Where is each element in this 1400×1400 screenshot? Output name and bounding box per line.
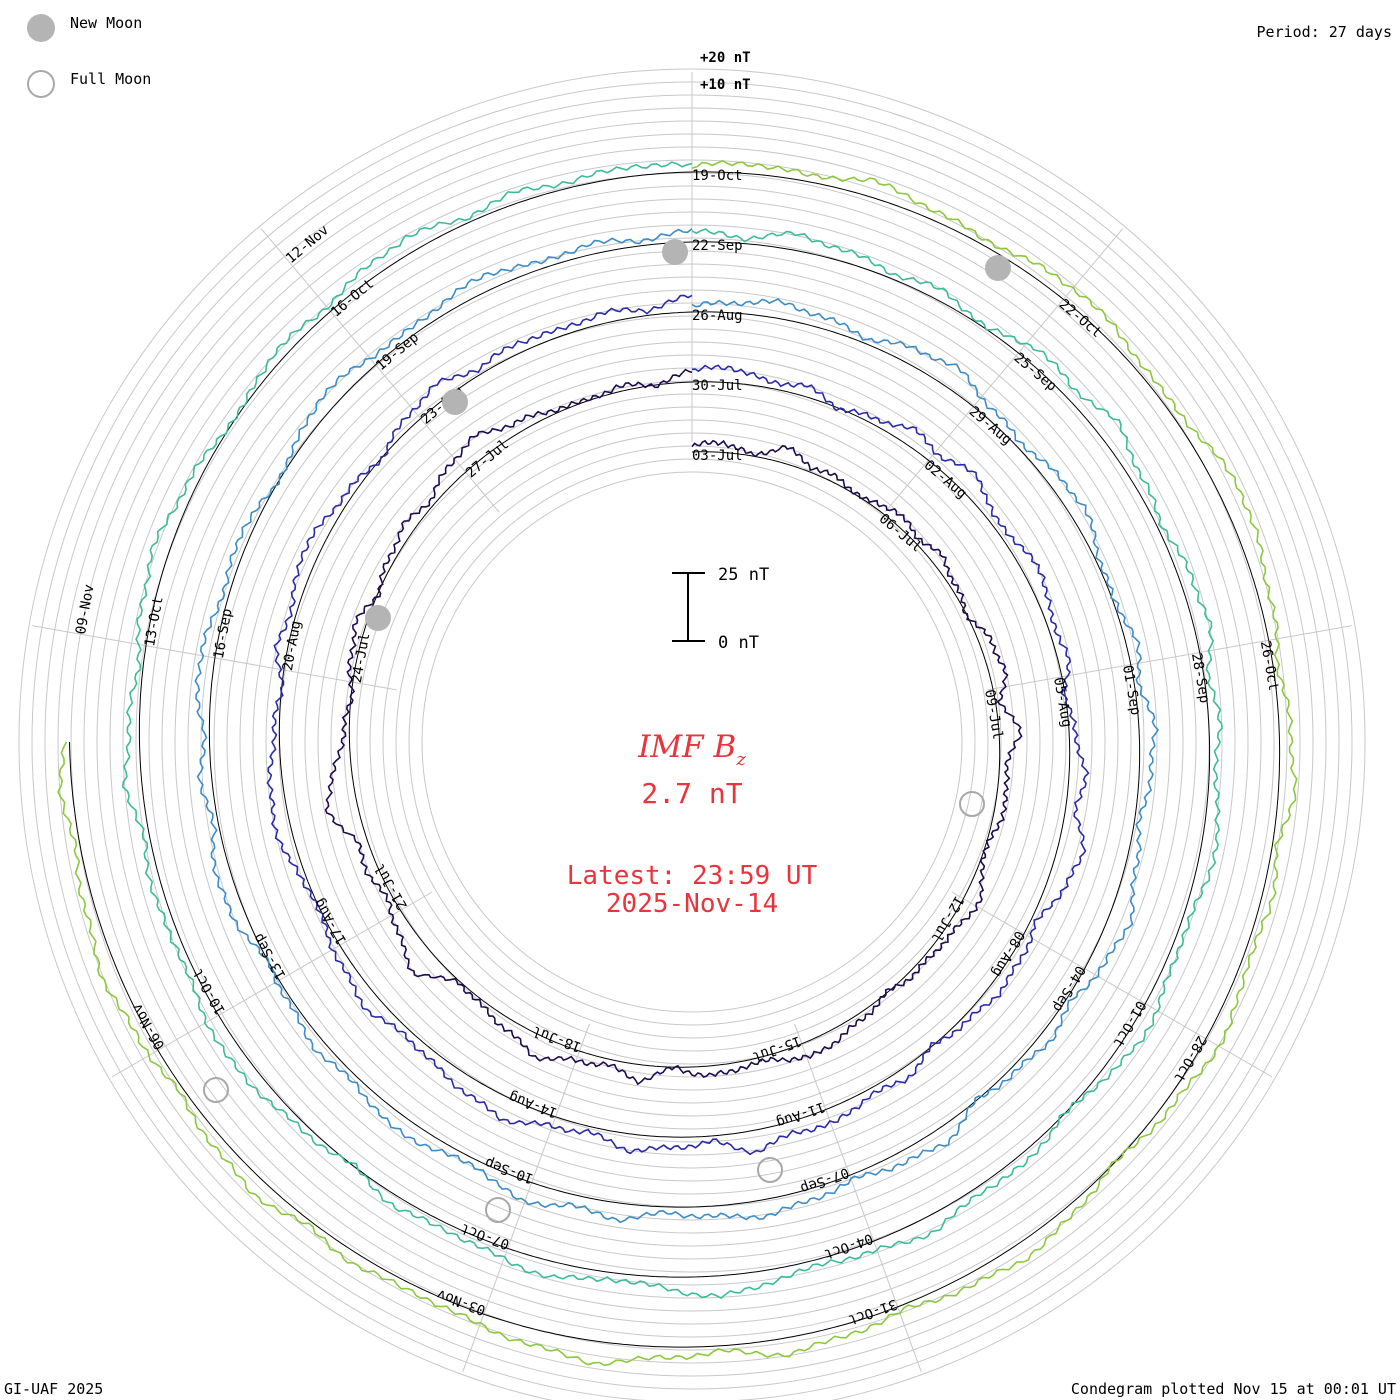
series-line (57, 159, 1298, 1367)
grid-spoke (884, 228, 1124, 513)
center-title-main: IMF B (637, 729, 736, 765)
center-title-sub: z (735, 749, 746, 770)
date-tick-label: 02-Aug (921, 457, 970, 502)
date-tick-label: 19-Oct (692, 168, 743, 184)
center-title: IMF Bz (637, 729, 746, 770)
new-moon-legend-icon (27, 14, 55, 42)
new-moon-legend-label: New Moon (70, 14, 142, 32)
scale-bar-bottom-label: 0 nT (718, 633, 759, 653)
new-moon-icon (985, 255, 1011, 281)
date-tick-label: 22-Sep (692, 238, 743, 254)
grid-spoke (260, 228, 500, 513)
date-tick-label: 14-Aug (507, 1088, 560, 1120)
date-tick-label: 03-Jul (692, 448, 743, 464)
full-moon-icon (203, 1077, 229, 1103)
grid-spoke (462, 1023, 590, 1372)
scale-label-plus20: +20 nT (700, 50, 751, 66)
center-latest: Latest: 23:59 UT (567, 861, 818, 891)
grid-spoke (111, 891, 433, 1078)
new-moon-icon (442, 389, 468, 415)
scale-bar-top-label: 25 nT (718, 565, 769, 585)
date-tick-label: 30-Jul (692, 378, 743, 394)
grid-spoke (32, 625, 397, 691)
footer-left: GI-UAF 2025 (4, 1380, 103, 1398)
date-tick-label: 10-Sep (483, 1154, 536, 1186)
new-moon-icon (662, 239, 688, 265)
series-baseline (69, 171, 1281, 1348)
new-moon-icon (365, 605, 391, 631)
date-tick-label: 18-Jul (531, 1022, 584, 1054)
grid-circle (408, 458, 976, 1026)
series-line (194, 228, 1159, 1224)
series-layer (57, 159, 1298, 1367)
series-baseline (138, 171, 1211, 1278)
period-label: Period: 27 days (1257, 23, 1392, 41)
series-baseline (348, 381, 1001, 1068)
grid-spoke (951, 891, 1273, 1078)
date-tick-label: 05-Aug (1050, 676, 1075, 729)
full-moon-legend-label: Full Moon (70, 70, 151, 88)
date-tick-label: 10-Oct (190, 965, 229, 1017)
date-tick-label: 07-Sep (798, 1164, 851, 1196)
date-tick-label: 22-Oct (1056, 296, 1105, 341)
date-tick-label: 19-Sep (373, 329, 422, 374)
series-baseline (208, 241, 1141, 1208)
date-tick-label: 12-Nov (283, 222, 332, 267)
series-line (324, 368, 1023, 1086)
full-moon-icon (757, 1157, 783, 1183)
center-value: 2.7 nT (641, 777, 742, 810)
date-tick-label: 08-Aug (988, 928, 1027, 980)
center-date: 2025-Nov-14 (606, 889, 778, 919)
full-moon-icon (959, 791, 985, 817)
moon-markers (203, 239, 1011, 1223)
date-tick-label: 27-Jul (463, 437, 512, 482)
date-tick-label: 26-Aug (692, 308, 743, 324)
scale-label-plus10: +10 nT (700, 77, 751, 93)
full-moon-icon (485, 1197, 511, 1223)
date-tick-label: 20-Aug (280, 619, 305, 672)
series-line (266, 294, 1090, 1156)
grid-spoke (987, 625, 1352, 691)
series-line (121, 161, 1223, 1300)
footer-right: Condegram plotted Nov 15 at 00:01 UT (1071, 1380, 1396, 1398)
grid-circle (18, 68, 1366, 1400)
full-moon-legend-icon (27, 70, 55, 98)
series-baseline (278, 311, 1071, 1138)
date-tick-label: 25-Sep (1011, 350, 1060, 395)
grid-layer (18, 68, 1366, 1400)
grid-circle (421, 471, 963, 1013)
